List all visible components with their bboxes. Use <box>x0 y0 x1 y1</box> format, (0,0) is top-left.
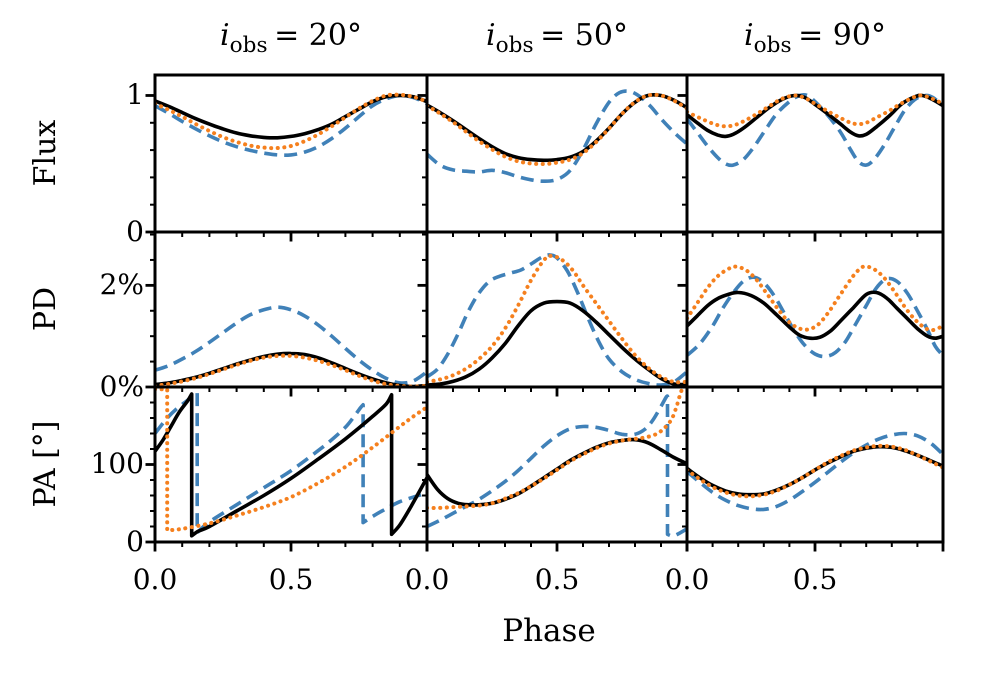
title-symbol: i <box>486 18 496 53</box>
title-subscript: obs <box>753 33 792 58</box>
title-symbol: i <box>220 18 230 53</box>
xtick-col2-0.0: 0.0 <box>404 563 450 596</box>
xtick-col1-0.0: 0.0 <box>132 563 178 596</box>
ytick-flux-0: 0 <box>126 215 144 248</box>
y-axis-label-flux: Flux <box>28 119 63 187</box>
title-value: = 90° <box>798 18 886 53</box>
title-subscript: obs <box>229 33 268 58</box>
xtick-col3-0.5: 0.5 <box>792 563 838 596</box>
ytick-pd-2pct: 2% <box>99 268 144 301</box>
x-axis-label-phase: Phase <box>502 613 596 649</box>
title-value: = 50° <box>540 18 628 53</box>
xtick-col2-0.5: 0.5 <box>534 563 580 596</box>
ytick-flux-1: 1 <box>126 78 144 111</box>
title-subscript: obs <box>495 33 534 58</box>
ytick-pa-0: 0 <box>126 525 144 558</box>
ytick-pd-0pct: 0% <box>99 370 144 403</box>
panel-title-iobs-20: iobs = 20° <box>151 16 431 58</box>
xtick-col1-0.5: 0.5 <box>268 563 314 596</box>
xtick-col3-0.0: 0.0 <box>664 563 710 596</box>
y-axis-label-pd: PD <box>28 286 63 332</box>
title-value: = 20° <box>274 18 362 53</box>
panel-title-iobs-50: iobs = 50° <box>417 16 697 58</box>
panel-title-iobs-90: iobs = 90° <box>675 16 955 58</box>
ytick-pa-100: 100 <box>90 447 144 480</box>
title-symbol: i <box>744 18 754 53</box>
